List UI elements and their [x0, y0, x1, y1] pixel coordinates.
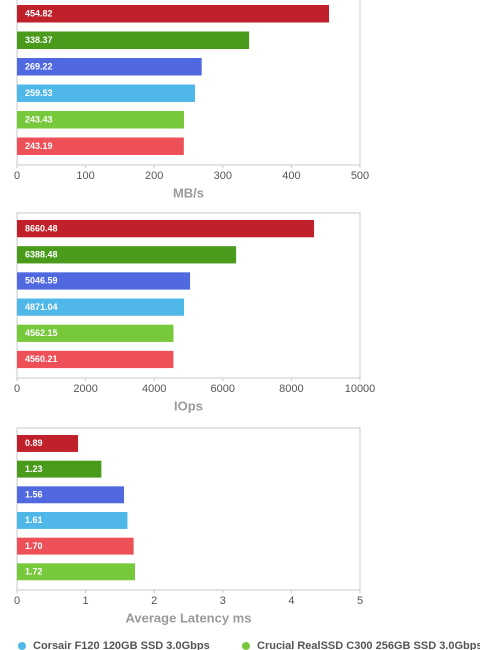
bar: [17, 31, 250, 49]
bar: [17, 298, 185, 316]
bar: [17, 350, 174, 369]
bar: [17, 5, 330, 23]
x-tick-label: 10000: [345, 383, 376, 395]
bar: [17, 84, 196, 102]
value-label: 1.70: [25, 541, 43, 551]
bar: [17, 324, 174, 342]
x-tick-label: 0: [14, 383, 20, 395]
value-label: 243.19: [25, 141, 53, 151]
legend-dot: [18, 642, 26, 650]
bar: [17, 512, 128, 529]
x-tick-label: 500: [351, 170, 369, 182]
bar: [17, 272, 191, 290]
plot-frame: [16, 0, 361, 166]
bar: [17, 563, 135, 581]
value-label: 269.22: [25, 61, 53, 71]
x-tick-label: 100: [76, 170, 94, 182]
x-tick-label: 3: [220, 595, 226, 607]
bar: [17, 137, 184, 155]
value-label: 4871.04: [25, 302, 58, 312]
bar: [17, 460, 102, 478]
plot-frame: [16, 212, 361, 379]
legend-label: Corsair F120 120GB SSD 3.0Gbps: [33, 640, 210, 650]
value-label: 259.53: [25, 88, 53, 98]
x-tick-label: 4000: [142, 383, 166, 395]
x-tick-label: 6000: [211, 383, 235, 395]
bar: [17, 111, 184, 129]
x-tick-label: 5: [357, 595, 363, 607]
bar: [17, 58, 202, 76]
x-tick-label: 0: [14, 170, 20, 182]
value-label: 1.23: [25, 464, 43, 474]
plot-frame: [16, 427, 361, 591]
value-label: 5046.59: [25, 276, 58, 286]
bar: [17, 220, 315, 238]
value-label: 0.89: [25, 438, 43, 448]
bar: [17, 486, 125, 504]
value-label: 338.37: [25, 35, 53, 45]
bar: [17, 435, 79, 452]
x-axis-title: Average Latency ms: [126, 610, 252, 625]
x-tick-label: 2: [151, 595, 157, 607]
value-label: 1.61: [25, 515, 43, 525]
x-tick-label: 0: [14, 595, 20, 607]
value-label: 6388.48: [25, 249, 58, 259]
x-tick-label: 4: [288, 595, 294, 607]
legend-dot: [242, 642, 250, 650]
x-tick-label: 400: [282, 170, 300, 182]
bar: [17, 246, 237, 264]
bar: [17, 537, 134, 555]
x-tick-label: 300: [214, 170, 232, 182]
value-label: 4562.15: [25, 328, 58, 338]
x-axis-title: MB/s: [173, 185, 204, 200]
legend-label: Crucial RealSSD C300 256GB SSD 3.0Gbps: [257, 640, 480, 650]
x-tick-label: 2000: [73, 383, 97, 395]
x-tick-label: 8000: [279, 383, 303, 395]
value-label: 1.72: [25, 566, 43, 576]
x-tick-label: 1: [83, 595, 89, 607]
x-axis-title: IOps: [174, 398, 203, 413]
value-label: 243.43: [25, 114, 53, 124]
value-label: 454.82: [25, 8, 53, 18]
value-label: 1.56: [25, 489, 43, 499]
value-label: 8660.48: [25, 223, 58, 233]
x-tick-label: 200: [145, 170, 163, 182]
value-label: 4560.21: [25, 354, 58, 364]
